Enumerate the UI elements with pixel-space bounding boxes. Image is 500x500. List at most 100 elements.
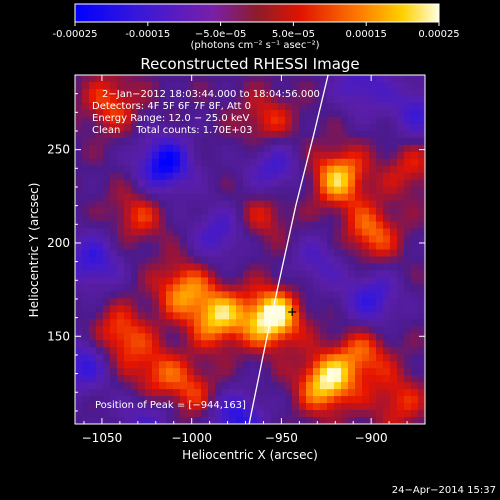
heatmap-cell — [236, 277, 244, 285]
heatmap-cell — [292, 81, 300, 90]
heatmap-cell — [103, 207, 111, 216]
heatmap-cell — [166, 151, 174, 160]
heatmap-cell — [215, 270, 223, 279]
heatmap-cell — [145, 340, 153, 348]
heatmap-cell — [243, 214, 251, 223]
heatmap-cell — [313, 333, 321, 341]
heatmap-cell — [313, 179, 321, 188]
heatmap-cell — [103, 179, 111, 188]
heatmap-cell — [390, 123, 398, 132]
heatmap-cell — [215, 417, 223, 424]
heatmap-cell — [131, 354, 139, 362]
heatmap-cell — [75, 298, 83, 306]
heatmap-cell — [124, 179, 132, 188]
heatmap-cell — [334, 95, 342, 104]
heatmap-cell — [383, 277, 391, 285]
heatmap-cell — [236, 403, 244, 411]
heatmap-cell — [390, 389, 398, 397]
heatmap-cell — [411, 186, 419, 195]
heatmap-cell — [362, 165, 370, 174]
heatmap-cell — [264, 75, 272, 83]
heatmap-cell — [96, 193, 104, 202]
heatmap-cell — [138, 221, 146, 230]
heatmap-cell — [124, 403, 132, 411]
heatmap-cell — [278, 340, 286, 348]
heatmap-cell — [355, 235, 363, 244]
heatmap-cell — [222, 144, 230, 153]
heatmap-cell — [334, 284, 342, 292]
heatmap-cell — [131, 256, 139, 265]
heatmap-cell — [110, 193, 118, 202]
heatmap-cell — [187, 249, 195, 258]
heatmap-cell — [264, 200, 272, 209]
heatmap-cell — [299, 389, 307, 397]
heatmap-cell — [243, 165, 251, 174]
heatmap-cell — [320, 123, 328, 132]
heatmap-cell — [320, 368, 328, 376]
colorbar-tick-label: -0.00025 — [53, 29, 98, 40]
heatmap-cell — [103, 277, 111, 285]
heatmap-cell — [250, 172, 258, 181]
heatmap-cell — [341, 389, 349, 397]
heatmap-cell — [348, 172, 356, 181]
heatmap-cell — [376, 151, 384, 160]
heatmap-cell — [208, 256, 216, 265]
heatmap-cell — [201, 333, 209, 341]
heatmap-cell — [208, 102, 216, 111]
heatmap-cell — [243, 375, 251, 383]
heatmap-cell — [250, 81, 258, 90]
heatmap-cell — [306, 263, 314, 272]
heatmap-cell — [250, 403, 258, 411]
heatmap-cell — [208, 116, 216, 125]
heatmap-cell — [362, 361, 370, 369]
heatmap-cell — [362, 319, 370, 327]
heatmap-cell — [229, 144, 237, 153]
heatmap-cell — [250, 214, 258, 223]
heatmap-cell — [362, 228, 370, 237]
heatmap-cell — [334, 354, 342, 362]
heatmap-cell — [418, 333, 425, 341]
heatmap-cell — [327, 403, 335, 411]
heatmap-cell — [138, 228, 146, 237]
heatmap-cell — [292, 263, 300, 272]
heatmap-cell — [180, 319, 188, 327]
heatmap-cell — [117, 312, 125, 320]
heatmap-cell — [271, 284, 279, 292]
heatmap-cell — [299, 144, 307, 153]
heatmap-cell — [348, 75, 356, 83]
heatmap-cell — [110, 333, 118, 341]
heatmap-cell — [110, 228, 118, 237]
heatmap-cell — [243, 151, 251, 160]
heatmap-cell — [411, 88, 419, 97]
heatmap-cell — [187, 256, 195, 265]
heatmap-cell — [138, 95, 146, 104]
heatmap-cell — [404, 389, 412, 397]
heatmap-cell — [257, 305, 265, 313]
heatmap-cell — [264, 214, 272, 223]
heatmap-cell — [131, 109, 139, 118]
heatmap-cell — [138, 137, 146, 146]
heatmap-cell — [355, 158, 363, 167]
heatmap-cell — [292, 249, 300, 258]
heatmap-cell — [376, 270, 384, 279]
heatmap-cell — [397, 235, 405, 244]
heatmap-cell — [306, 347, 314, 355]
heatmap-cell — [187, 375, 195, 383]
chart-title: Reconstructed RHESSI Image — [140, 55, 359, 73]
heatmap-cell — [390, 109, 398, 118]
heatmap-cell — [75, 389, 83, 397]
heatmap-cell — [362, 347, 370, 355]
heatmap-cell — [292, 144, 300, 153]
heatmap-cell — [82, 137, 90, 146]
heatmap-cell — [292, 179, 300, 188]
heatmap-cell — [299, 109, 307, 118]
heatmap-cell — [383, 193, 391, 202]
heatmap-cell — [306, 305, 314, 313]
heatmap-cell — [110, 340, 118, 348]
heatmap-cell — [89, 200, 97, 209]
heatmap-cell — [285, 179, 293, 188]
heatmap-cell — [278, 284, 286, 292]
heatmap-cell — [313, 417, 321, 424]
heatmap-cell — [152, 75, 160, 83]
heatmap-cell — [334, 207, 342, 216]
